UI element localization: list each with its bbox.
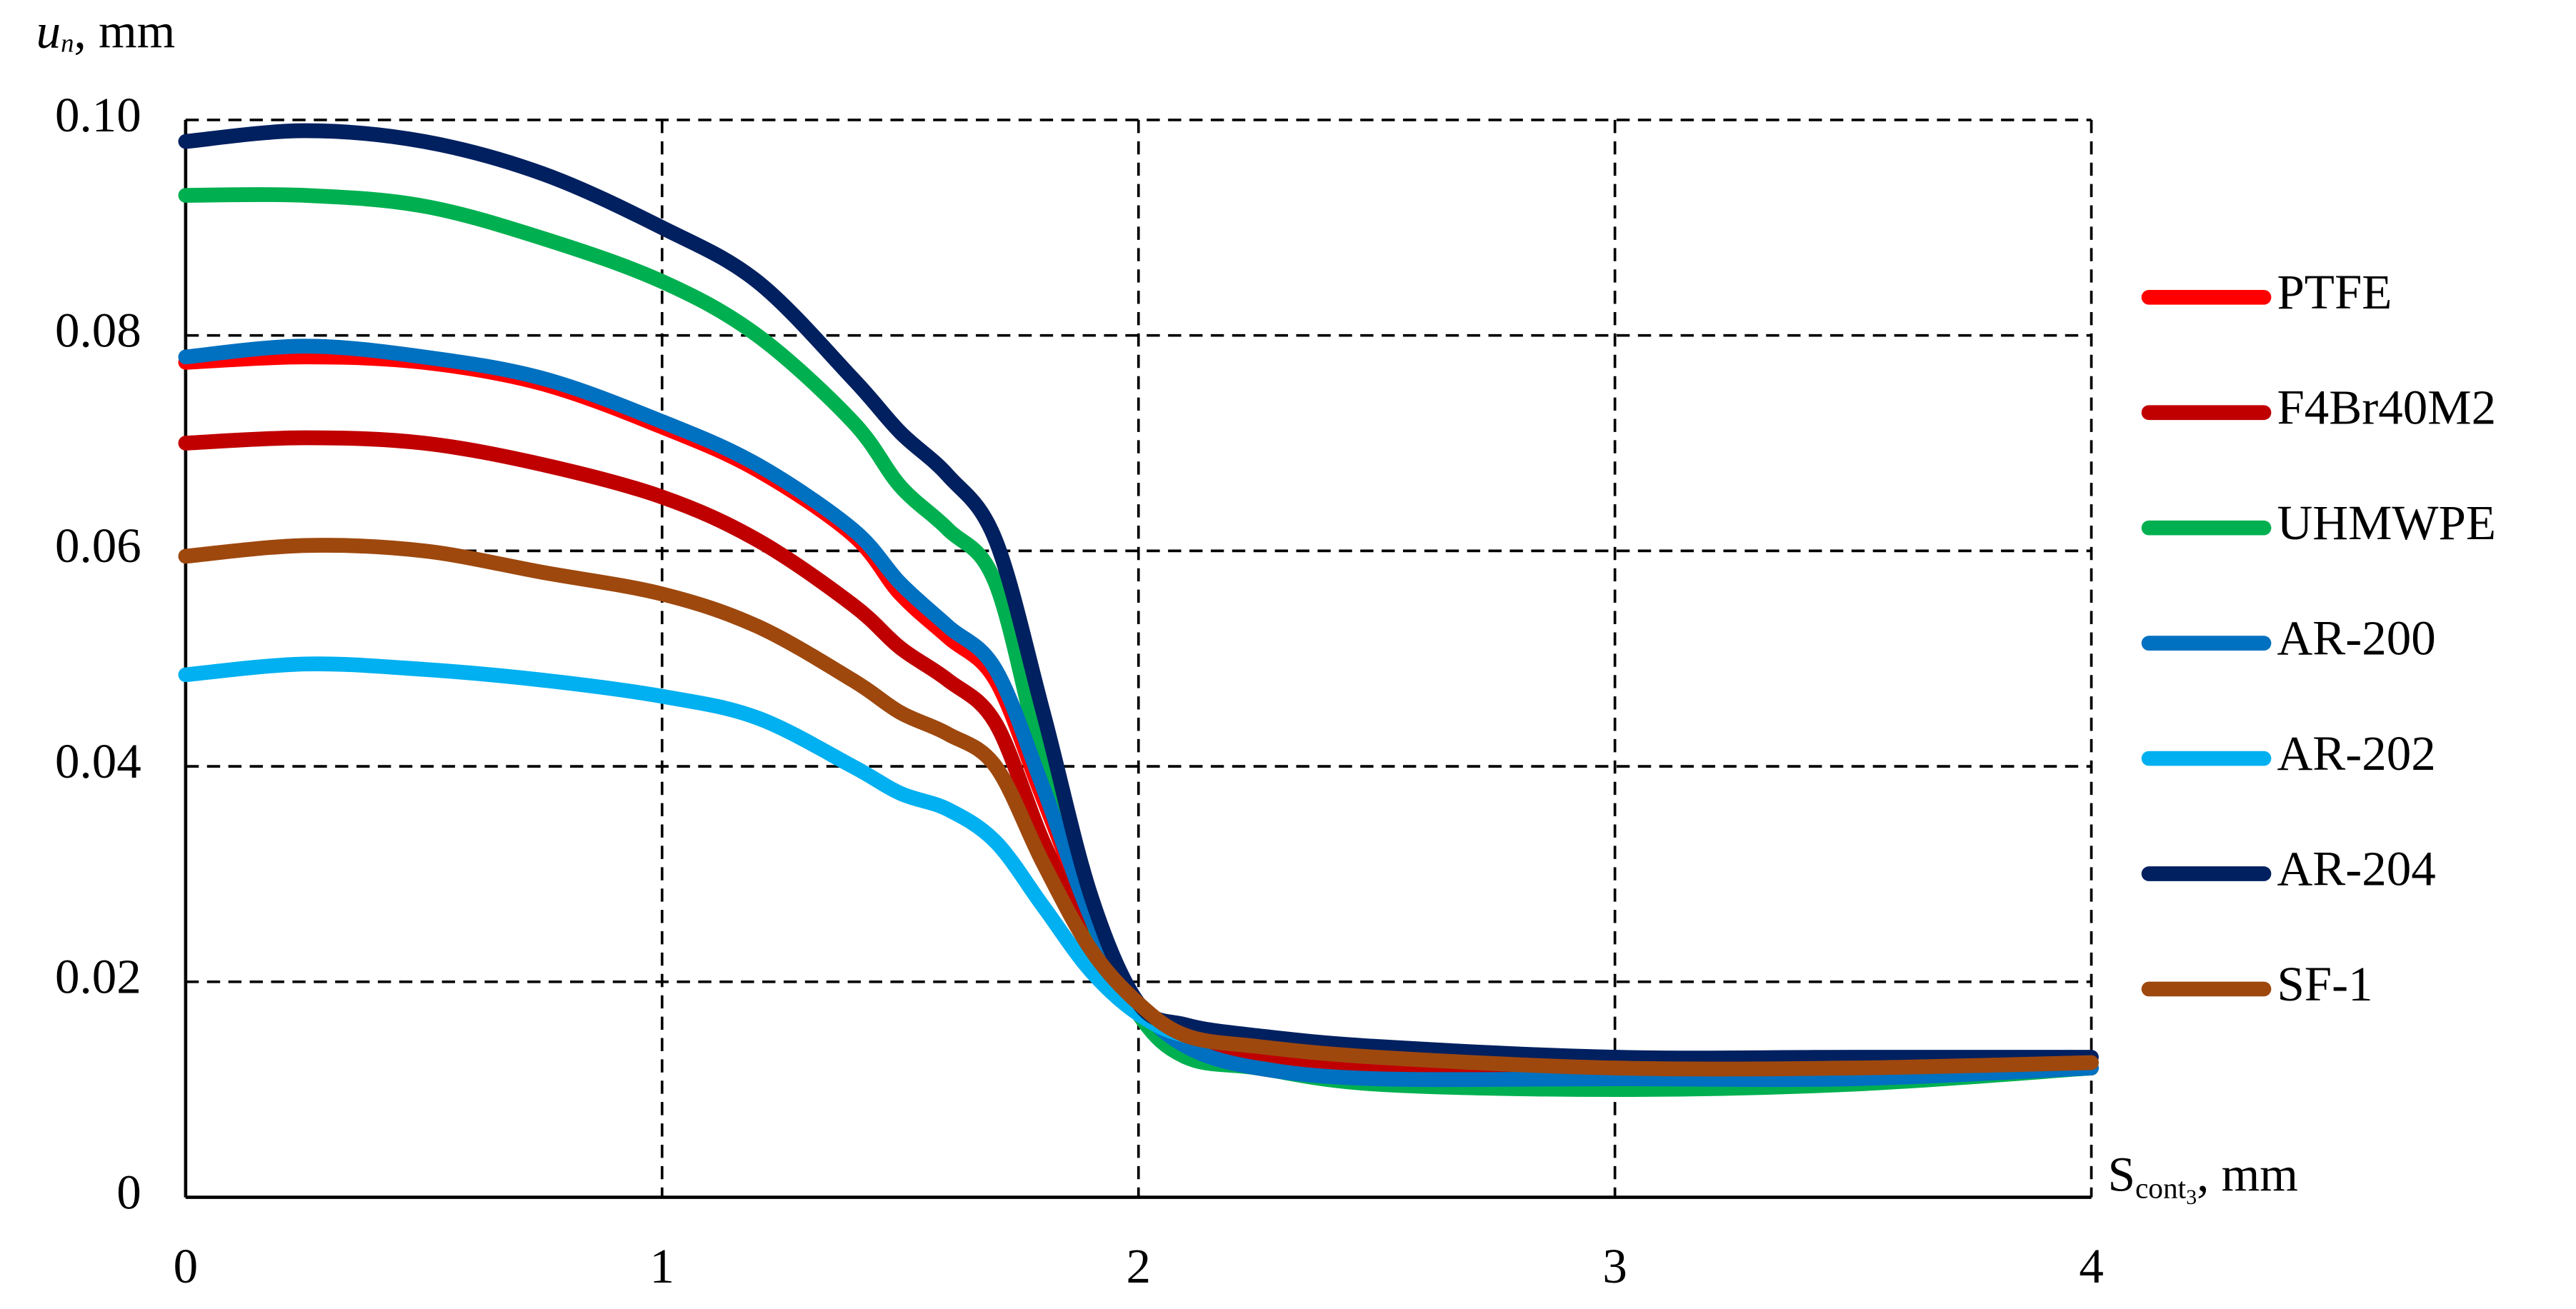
legend-label: PTFE bbox=[2277, 265, 2392, 319]
legend-label: UHMWPE bbox=[2277, 496, 2496, 550]
x-tick-label: 2 bbox=[1126, 1239, 1151, 1293]
x-label-subscript: cont bbox=[2135, 1171, 2187, 1204]
series-line bbox=[178, 123, 2099, 1065]
legend-label: AR-204 bbox=[2277, 841, 2435, 896]
y-label-unit: , mm bbox=[74, 4, 175, 58]
legend-label: AR-202 bbox=[2277, 726, 2435, 781]
x-tick-label: 0 bbox=[174, 1239, 199, 1293]
y-label-subscript: n bbox=[61, 29, 74, 58]
series-line bbox=[178, 187, 2099, 1098]
series-line bbox=[178, 538, 2099, 1077]
y-tick-label: 0 bbox=[116, 1165, 141, 1219]
y-tick-label: 0.06 bbox=[55, 518, 141, 573]
y-axis-label: un, mm bbox=[36, 4, 176, 58]
y-label-symbol: u bbox=[36, 4, 61, 58]
legend-label: AR-200 bbox=[2277, 611, 2435, 665]
y-tick-label: 0.02 bbox=[55, 950, 141, 1004]
legend-label: F4Br40M2 bbox=[2277, 381, 2496, 435]
y-tick-label: 0.10 bbox=[55, 88, 141, 142]
legend-label: SF-1 bbox=[2277, 957, 2372, 1011]
x-tick-label: 4 bbox=[2079, 1239, 2104, 1293]
x-label-unit: , mm bbox=[2197, 1147, 2298, 1201]
series-line bbox=[178, 338, 2099, 1088]
x-axis-label: Scont3, mm bbox=[2108, 1147, 2298, 1209]
x-tick-label: 3 bbox=[1602, 1239, 1627, 1293]
y-tick-label: 0.04 bbox=[55, 734, 141, 788]
x-label-symbol: S bbox=[2108, 1147, 2135, 1201]
x-label-subsubscript: 3 bbox=[2186, 1185, 2197, 1209]
x-tick-label: 1 bbox=[650, 1239, 675, 1293]
y-tick-label: 0.08 bbox=[55, 303, 141, 357]
